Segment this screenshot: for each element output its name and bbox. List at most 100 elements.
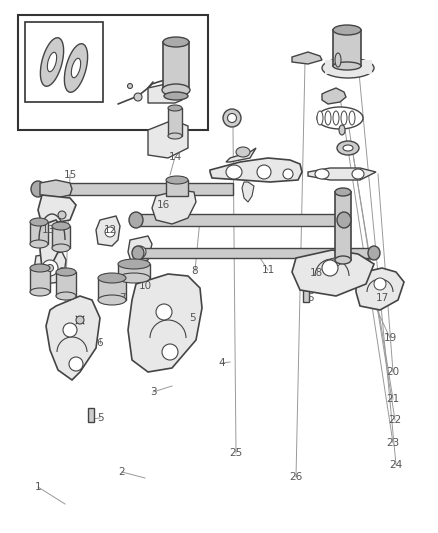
Ellipse shape [71, 58, 81, 78]
Text: 3: 3 [150, 387, 156, 397]
Ellipse shape [42, 260, 58, 276]
Text: 4: 4 [219, 358, 225, 368]
Ellipse shape [257, 165, 271, 179]
Ellipse shape [98, 273, 126, 283]
Bar [166, 180, 188, 196]
Ellipse shape [325, 111, 331, 125]
Text: 16: 16 [156, 200, 170, 210]
Ellipse shape [30, 240, 48, 248]
Ellipse shape [118, 273, 150, 283]
Polygon shape [152, 190, 196, 224]
Ellipse shape [374, 278, 386, 290]
Polygon shape [292, 250, 374, 296]
Text: 7: 7 [119, 293, 125, 303]
Polygon shape [183, 310, 189, 325]
Polygon shape [34, 252, 66, 285]
Text: 8: 8 [192, 266, 198, 276]
Ellipse shape [134, 93, 142, 101]
Text: 14: 14 [168, 152, 182, 162]
Ellipse shape [283, 169, 293, 179]
Bar [30, 268, 50, 292]
Ellipse shape [339, 125, 345, 135]
Text: 6: 6 [97, 338, 103, 348]
Text: 11: 11 [261, 265, 275, 275]
Text: 19: 19 [383, 333, 397, 343]
Ellipse shape [98, 295, 126, 305]
Polygon shape [40, 220, 62, 268]
Ellipse shape [352, 169, 364, 179]
Polygon shape [128, 274, 202, 372]
Ellipse shape [317, 107, 363, 129]
Text: 9: 9 [59, 267, 65, 277]
Ellipse shape [223, 109, 241, 127]
Ellipse shape [335, 256, 351, 264]
Ellipse shape [127, 84, 133, 88]
Ellipse shape [333, 62, 361, 70]
Text: 22: 22 [389, 415, 402, 425]
Ellipse shape [40, 38, 64, 86]
Ellipse shape [335, 188, 351, 196]
Text: 23: 23 [386, 438, 399, 448]
Ellipse shape [134, 246, 146, 258]
Ellipse shape [156, 304, 172, 320]
Polygon shape [128, 236, 152, 264]
Bar [118, 264, 150, 278]
Bar [163, 42, 189, 90]
Bar [18, 15, 208, 130]
Ellipse shape [343, 145, 353, 151]
Ellipse shape [30, 288, 50, 296]
Ellipse shape [329, 258, 341, 266]
Ellipse shape [76, 316, 84, 324]
Ellipse shape [337, 141, 359, 155]
Ellipse shape [163, 37, 189, 47]
Ellipse shape [118, 259, 150, 269]
Text: 10: 10 [138, 281, 152, 291]
Text: 21: 21 [386, 394, 399, 404]
Bar [136, 214, 344, 226]
Ellipse shape [56, 268, 76, 276]
Text: 5: 5 [307, 293, 313, 303]
Bar [25, 22, 103, 102]
Ellipse shape [105, 227, 115, 237]
Ellipse shape [162, 84, 190, 96]
Ellipse shape [52, 222, 70, 230]
Ellipse shape [56, 292, 76, 300]
Ellipse shape [31, 181, 45, 197]
Text: 13: 13 [41, 225, 55, 235]
Bar [138, 248, 374, 258]
Ellipse shape [162, 344, 178, 360]
Text: 18: 18 [309, 268, 323, 278]
Ellipse shape [322, 58, 374, 78]
Bar [38, 183, 233, 195]
Polygon shape [88, 408, 94, 422]
Ellipse shape [368, 246, 380, 260]
Ellipse shape [341, 111, 347, 125]
Ellipse shape [30, 218, 48, 226]
Ellipse shape [317, 111, 323, 125]
Polygon shape [303, 288, 309, 302]
Ellipse shape [46, 264, 53, 271]
Ellipse shape [52, 244, 70, 252]
Polygon shape [96, 216, 120, 246]
Text: 5: 5 [190, 313, 196, 323]
Text: 2: 2 [119, 467, 125, 477]
Ellipse shape [166, 176, 188, 184]
Ellipse shape [337, 212, 351, 228]
Text: 12: 12 [103, 225, 117, 235]
Polygon shape [226, 148, 256, 162]
Polygon shape [148, 122, 188, 158]
Polygon shape [40, 180, 72, 198]
Polygon shape [308, 168, 376, 180]
Ellipse shape [64, 44, 88, 92]
Ellipse shape [63, 323, 77, 337]
Polygon shape [210, 158, 302, 182]
Polygon shape [318, 255, 368, 270]
Polygon shape [38, 195, 76, 225]
Text: 15: 15 [64, 170, 77, 180]
Text: 5: 5 [97, 413, 103, 423]
Ellipse shape [129, 212, 143, 228]
Ellipse shape [69, 357, 83, 371]
Ellipse shape [333, 25, 361, 35]
Text: 24: 24 [389, 460, 403, 470]
Bar [335, 192, 351, 260]
